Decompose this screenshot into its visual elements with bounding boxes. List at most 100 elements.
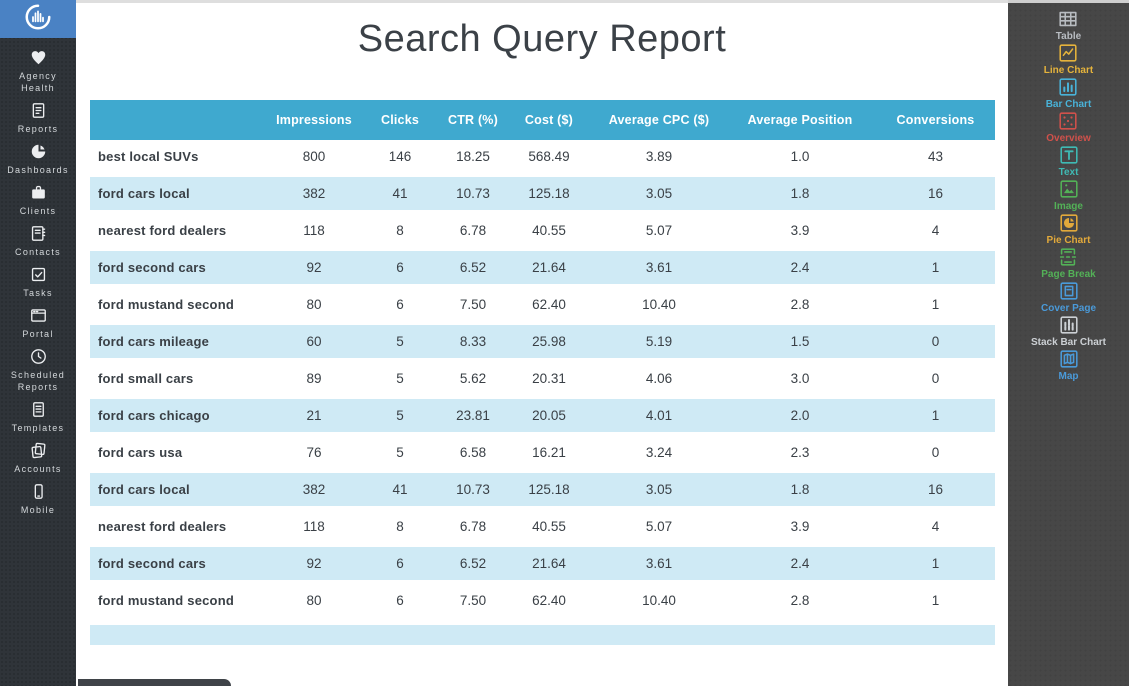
metric-cell: 43 — [876, 140, 995, 177]
metric-cell: 125.18 — [504, 473, 594, 510]
table-row: nearest ford dealers 118 8 6.78 40.55 5.07 3.9… — [90, 510, 995, 547]
query-cell: ford cars local — [90, 177, 270, 214]
metric-cell: 125.18 — [504, 177, 594, 214]
column-header-clicks: Clicks — [358, 100, 442, 140]
report-icon — [29, 101, 48, 120]
sidebar-item-accounts[interactable]: Accounts — [1, 441, 75, 475]
report-canvas: Search Query Report Impressions Clicks CTR… — [76, 0, 1008, 686]
metric-cell: 5 — [358, 362, 442, 399]
metric-cell: 2.4 — [724, 251, 876, 288]
widget-pie-chart[interactable]: Pie Chart — [1046, 212, 1091, 246]
metric-cell: 2.3 — [724, 436, 876, 473]
column-header-conversions: Conversions — [876, 100, 995, 140]
metric-cell: 21.64 — [504, 547, 594, 584]
pie-icon — [29, 142, 48, 161]
metric-cell: 3.24 — [594, 436, 724, 473]
sidebar-item-agency-health[interactable]: Agency Health — [1, 48, 75, 94]
column-header-query — [90, 100, 270, 140]
metric-cell: 7.50 — [442, 584, 504, 621]
query-cell: ford second cars — [90, 547, 270, 584]
widget-label: Text — [1058, 167, 1079, 178]
query-cell: ford cars local — [90, 473, 270, 510]
overview-icon — [1057, 110, 1079, 132]
metric-cell: 3.9 — [724, 510, 876, 547]
metric-cell: 10.73 — [442, 473, 504, 510]
sidebar-item-tasks[interactable]: Tasks — [1, 265, 75, 299]
table-row: nearest ford dealers 118 8 6.78 40.55 5.07 3.9… — [90, 214, 995, 251]
widget-stack-bar-chart[interactable]: Stack Bar Chart — [1031, 314, 1106, 348]
sidebar-item-scheduled-reports[interactable]: Scheduled Reports — [1, 347, 75, 393]
pie-chart-icon — [1058, 212, 1080, 234]
sidebar-item-reports[interactable]: Reports — [1, 101, 75, 135]
metric-cell: 0 — [876, 362, 995, 399]
table-icon — [1057, 8, 1079, 30]
search-query-table: Impressions Clicks CTR (%) Cost ($) Average … — [90, 100, 995, 621]
widget-label: Stack Bar Chart — [1030, 337, 1107, 348]
widget-page-break[interactable]: Page Break — [1041, 246, 1096, 280]
widget-cover-page[interactable]: Cover Page — [1041, 280, 1096, 314]
metric-cell: 382 — [270, 473, 358, 510]
widget-map[interactable]: Map — [1058, 348, 1080, 382]
metric-cell: 3.05 — [594, 473, 724, 510]
image-icon — [1058, 178, 1080, 200]
table-row: ford mustand second 80 6 7.50 62.40 10.40 2.8 1 — [90, 584, 995, 621]
metric-cell: 1 — [876, 584, 995, 621]
metric-cell: 800 — [270, 140, 358, 177]
sidebar-item-contacts[interactable]: Contacts — [1, 224, 75, 258]
metric-cell: 1 — [876, 547, 995, 584]
metric-cell: 2.8 — [724, 288, 876, 325]
query-cell: ford cars chicago — [90, 399, 270, 436]
sidebar-item-label: Accounts — [14, 464, 62, 474]
metric-cell: 6 — [358, 251, 442, 288]
metric-cell: 2.4 — [724, 547, 876, 584]
widget-image[interactable]: Image — [1054, 178, 1083, 212]
bottom-panel-handle[interactable] — [78, 679, 231, 686]
widget-label: Image — [1054, 201, 1083, 212]
metric-cell: 1.0 — [724, 140, 876, 177]
accounts-icon — [29, 441, 48, 460]
widget-label: Table — [1055, 31, 1082, 42]
metric-cell: 25.98 — [504, 325, 594, 362]
query-cell: nearest ford dealers — [90, 510, 270, 547]
sidebar-item-templates[interactable]: Templates — [1, 400, 75, 434]
circle-bars-logo-icon — [23, 2, 53, 37]
sidebar-item-label: Clients — [19, 206, 57, 216]
sidebar-item-portal[interactable]: Portal — [1, 306, 75, 340]
metric-cell: 21.64 — [504, 251, 594, 288]
widget-overview[interactable]: Overview — [1046, 110, 1091, 144]
widget-bar-chart[interactable]: Bar Chart — [1046, 76, 1091, 110]
metric-cell: 80 — [270, 584, 358, 621]
sidebar-item-clients[interactable]: Clients — [1, 183, 75, 217]
metric-cell: 3.05 — [594, 177, 724, 214]
column-header-average-position: Average Position — [724, 100, 876, 140]
widget-label: Line Chart — [1043, 65, 1094, 76]
page-break-icon — [1057, 246, 1079, 268]
metric-cell: 1 — [876, 399, 995, 436]
metric-cell: 6 — [358, 584, 442, 621]
metric-cell: 1.5 — [724, 325, 876, 362]
metric-cell: 6.58 — [442, 436, 504, 473]
sidebar-item-mobile[interactable]: Mobile — [1, 482, 75, 516]
sidebar-item-dashboards[interactable]: Dashboards — [1, 142, 75, 176]
metric-cell: 18.25 — [442, 140, 504, 177]
clock-icon — [29, 347, 48, 366]
app-logo[interactable] — [0, 0, 76, 38]
widget-label: Pie Chart — [1046, 235, 1091, 246]
metric-cell: 20.05 — [504, 399, 594, 436]
metric-cell: 6.52 — [442, 547, 504, 584]
sidebar-item-label: Agency Health — [19, 71, 57, 93]
metric-cell: 8 — [358, 510, 442, 547]
metric-cell: 8 — [358, 214, 442, 251]
widget-text[interactable]: Text — [1058, 144, 1080, 178]
query-cell: ford mustand second — [90, 288, 270, 325]
widget-line-chart[interactable]: Line Chart — [1044, 42, 1093, 76]
widget-table[interactable]: Table — [1056, 8, 1081, 42]
metric-cell: 1.8 — [724, 177, 876, 214]
left-sidebar: Agency Health Reports Dashboards Clients Con… — [0, 0, 76, 686]
heart-icon — [29, 48, 48, 67]
query-cell: ford cars usa — [90, 436, 270, 473]
table-row: ford second cars 92 6 6.52 21.64 3.61 2.4 1 — [90, 547, 995, 584]
query-cell: ford cars mileage — [90, 325, 270, 362]
query-cell: ford mustand second — [90, 584, 270, 621]
sidebar-item-label: Portal — [22, 329, 54, 339]
